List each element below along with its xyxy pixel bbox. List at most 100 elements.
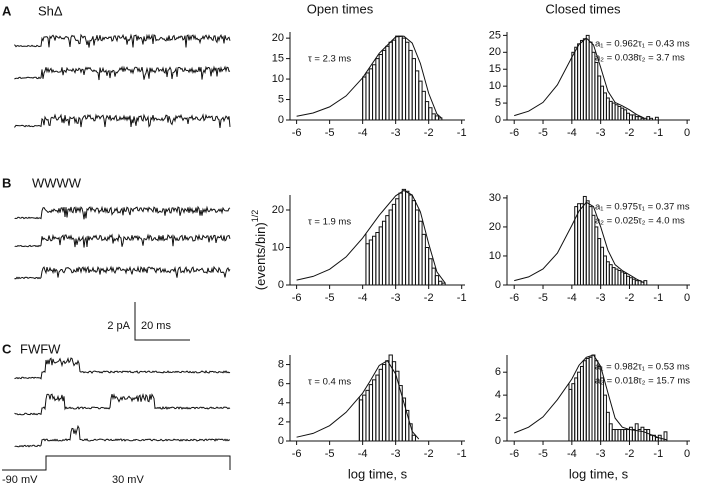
x-tick-label: -2 — [625, 448, 635, 460]
current-trace — [14, 424, 231, 448]
annotation: a₁ = 0.962 — [595, 39, 638, 50]
histogram-bar — [654, 116, 659, 121]
y-tick-label: 15 — [272, 53, 284, 65]
column-title: Open times — [307, 1, 374, 16]
current-trace — [14, 233, 231, 248]
x-tick-label: -6 — [292, 292, 302, 304]
x-tick-label: -4 — [358, 292, 368, 304]
current-trace — [14, 33, 231, 48]
annotation: a₂ = 0.018 — [595, 376, 639, 387]
scale-bar — [134, 302, 190, 341]
x-tick-label: 0 — [684, 127, 690, 139]
x-tick-label: -2 — [424, 448, 434, 460]
x-tick-label: -1 — [653, 127, 663, 139]
y-tick-label: 0 — [278, 114, 284, 126]
scale-time: 20 ms — [141, 320, 171, 332]
y-tick-label: 20 — [489, 221, 501, 233]
y-tick-label: 20 — [272, 32, 284, 44]
x-tick-label: -5 — [325, 127, 335, 139]
x-tick-label: -3 — [596, 127, 606, 139]
x-tick-label: -1 — [653, 292, 663, 304]
x-tick-label: -2 — [424, 292, 434, 304]
histogram-bar — [434, 275, 440, 286]
trace-label: WWWW — [32, 175, 82, 190]
panel-label: C — [2, 341, 12, 356]
x-tick-label: -3 — [391, 448, 401, 460]
x-tick-label: -6 — [509, 292, 519, 304]
y-tick-label: 10 — [489, 80, 501, 92]
histogram-bar — [438, 117, 443, 121]
fit-curve — [514, 354, 668, 441]
y-tick-label: 10 — [489, 250, 501, 262]
y-tick-label: 0 — [495, 279, 501, 291]
x-axis-label: log time, s — [348, 466, 408, 481]
x-tick-label: -2 — [625, 127, 635, 139]
y-tick-label: 0 — [278, 435, 284, 447]
traces — [14, 33, 231, 448]
annotation: a₁ = 0.982 — [595, 362, 638, 373]
annotation: a₂ = 0.025 — [595, 216, 639, 227]
y-tick-label: 5 — [278, 93, 284, 105]
stimulus-holding: -90 mV — [2, 474, 38, 486]
histogram-bar — [643, 280, 648, 286]
current-trace — [14, 265, 231, 280]
x-tick-label: -5 — [538, 127, 548, 139]
x-tick-label: -6 — [509, 448, 519, 460]
x-tick-label: -1 — [457, 127, 467, 139]
y-tick-label: 10 — [272, 73, 284, 85]
annotation: τ₁ = 0.37 ms — [638, 202, 690, 213]
y-axis-label: (events/bin)1/2 — [250, 210, 268, 290]
x-tick-label: -5 — [325, 448, 335, 460]
fit-curve — [296, 360, 420, 440]
annotation: a₂ = 0.038 — [595, 53, 639, 64]
x-tick-label: -3 — [596, 292, 606, 304]
scale-current: 2 pA — [107, 320, 130, 332]
y-tick-label: 5 — [495, 97, 501, 109]
x-tick-label: -4 — [567, 292, 577, 304]
annotation: τ₁ = 0.43 ms — [638, 39, 690, 50]
histogram-bar — [649, 117, 654, 121]
current-trace — [14, 392, 231, 416]
y-tick-label: 4 — [278, 397, 284, 409]
x-tick-label: -3 — [596, 448, 606, 460]
y-tick-label: 0 — [278, 279, 284, 291]
x-tick-label: -5 — [538, 292, 548, 304]
y-label-power: 1/2 — [250, 210, 260, 223]
x-tick-label: -5 — [538, 448, 548, 460]
y-tick-label: 0 — [495, 435, 501, 447]
x-tick-label: -4 — [567, 127, 577, 139]
histogram-bar — [411, 434, 416, 442]
x-tick-label: -2 — [625, 292, 635, 304]
x-tick-label: -2 — [424, 127, 434, 139]
annotation: a₁ = 0.975 — [595, 202, 638, 213]
annotation: τ₂ = 15.7 ms — [638, 376, 690, 387]
panel-label: A — [2, 3, 12, 18]
annotation: τ = 0.4 ms — [308, 377, 351, 388]
x-tick-label: -4 — [358, 127, 368, 139]
y-tick-label: 2 — [495, 412, 501, 424]
column-title: Closed times — [545, 1, 621, 16]
x-axis-label: log time, s — [569, 466, 629, 481]
y-tick-label: 10 — [272, 241, 284, 253]
y-tick-label: 8 — [278, 358, 284, 370]
y-tick-label: 30 — [489, 192, 501, 204]
y-tick-label: 6 — [495, 366, 501, 378]
histogram-bar — [441, 282, 446, 286]
x-tick-label: -6 — [292, 127, 302, 139]
y-tick-label: 20 — [489, 46, 501, 58]
current-trace — [14, 113, 231, 129]
x-tick-label: -6 — [509, 127, 519, 139]
y-tick-label: 4 — [495, 389, 501, 401]
x-tick-label: 0 — [684, 448, 690, 460]
x-tick-label: -5 — [325, 292, 335, 304]
annotation: τ₂ = 4.0 ms — [638, 216, 685, 227]
trace-label: ShΔ — [38, 3, 63, 18]
x-tick-label: -4 — [567, 448, 577, 460]
fit-curve — [514, 201, 645, 284]
annotation: τ₁ = 0.53 ms — [638, 362, 690, 373]
y-tick-label: 2 — [278, 416, 284, 428]
stimulus-test: 30 mV — [112, 474, 144, 486]
x-tick-label: 0 — [684, 292, 690, 304]
panel-label: B — [2, 175, 11, 190]
